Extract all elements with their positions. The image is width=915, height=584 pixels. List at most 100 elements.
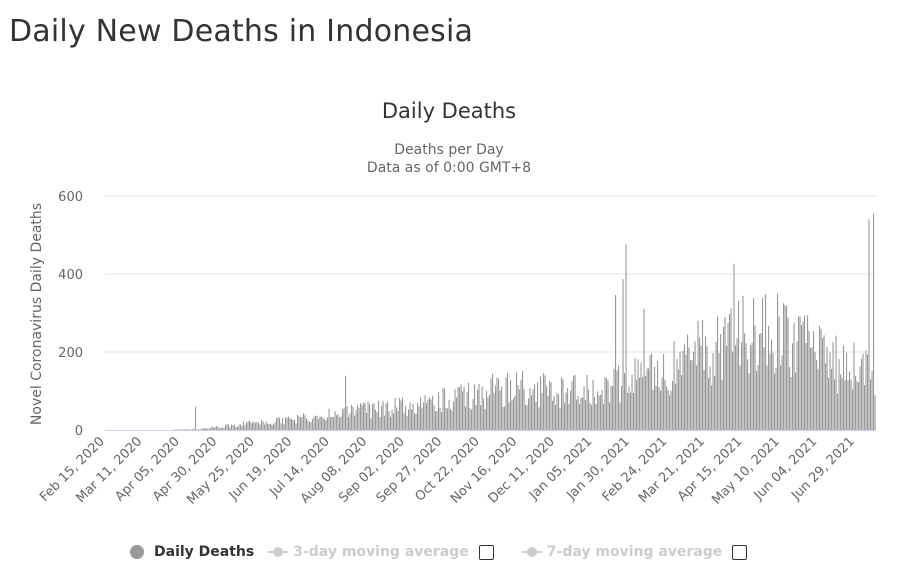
bar[interactable] bbox=[786, 305, 788, 430]
bar[interactable] bbox=[555, 405, 557, 430]
bar[interactable] bbox=[561, 377, 563, 430]
bar[interactable] bbox=[844, 380, 846, 430]
bar[interactable] bbox=[759, 334, 761, 430]
bar[interactable] bbox=[810, 347, 812, 430]
bar[interactable] bbox=[546, 385, 548, 430]
bar[interactable] bbox=[489, 394, 491, 430]
bar[interactable] bbox=[693, 352, 695, 430]
bar[interactable] bbox=[769, 353, 771, 430]
bar[interactable] bbox=[613, 368, 615, 430]
bar[interactable] bbox=[601, 389, 603, 430]
bar[interactable] bbox=[448, 399, 450, 430]
bar[interactable] bbox=[703, 369, 705, 430]
bar[interactable] bbox=[630, 392, 632, 430]
bar[interactable] bbox=[720, 334, 722, 430]
bar[interactable] bbox=[660, 390, 662, 430]
bar[interactable] bbox=[822, 337, 824, 430]
bar[interactable] bbox=[265, 421, 267, 430]
bar[interactable] bbox=[354, 415, 356, 430]
bar[interactable] bbox=[799, 316, 801, 430]
bar[interactable] bbox=[379, 417, 381, 430]
bar[interactable] bbox=[381, 405, 383, 430]
bar[interactable] bbox=[250, 422, 252, 430]
bar[interactable] bbox=[787, 317, 789, 430]
bar[interactable] bbox=[436, 410, 438, 430]
bar[interactable] bbox=[289, 418, 291, 430]
bar[interactable] bbox=[709, 366, 711, 430]
bar[interactable] bbox=[492, 373, 494, 430]
bar[interactable] bbox=[478, 383, 480, 430]
bar[interactable] bbox=[529, 387, 531, 430]
bar[interactable] bbox=[229, 427, 231, 430]
bar[interactable] bbox=[414, 413, 416, 430]
bar[interactable] bbox=[348, 416, 350, 430]
bar[interactable] bbox=[222, 427, 224, 430]
bar[interactable] bbox=[394, 398, 396, 430]
bar[interactable] bbox=[484, 408, 486, 430]
bar[interactable] bbox=[583, 385, 585, 430]
bar[interactable] bbox=[768, 325, 770, 430]
bar[interactable] bbox=[634, 358, 636, 430]
bar[interactable] bbox=[306, 418, 308, 430]
bar[interactable] bbox=[654, 366, 656, 430]
bar[interactable] bbox=[235, 426, 237, 430]
bar[interactable] bbox=[850, 379, 852, 430]
bar[interactable] bbox=[214, 427, 216, 430]
bar[interactable] bbox=[399, 398, 401, 430]
bar[interactable] bbox=[525, 404, 527, 430]
bar[interactable] bbox=[700, 345, 702, 430]
bar[interactable] bbox=[538, 407, 540, 430]
bar[interactable] bbox=[604, 377, 606, 430]
bar[interactable] bbox=[805, 343, 807, 430]
bar[interactable] bbox=[318, 419, 320, 430]
bar[interactable] bbox=[384, 415, 386, 430]
bar[interactable] bbox=[418, 406, 420, 430]
bar[interactable] bbox=[688, 347, 690, 430]
bar[interactable] bbox=[498, 378, 500, 430]
bar[interactable] bbox=[595, 403, 597, 430]
bar[interactable] bbox=[837, 393, 839, 430]
bar[interactable] bbox=[490, 378, 492, 430]
bar[interactable] bbox=[510, 380, 512, 430]
bar[interactable] bbox=[600, 394, 602, 430]
bar[interactable] bbox=[301, 417, 303, 430]
bar[interactable] bbox=[778, 316, 780, 430]
bar[interactable] bbox=[471, 409, 473, 430]
bar[interactable] bbox=[405, 406, 407, 430]
bar[interactable] bbox=[271, 424, 273, 430]
bar[interactable] bbox=[385, 403, 387, 430]
bar[interactable] bbox=[349, 413, 351, 430]
bar[interactable] bbox=[855, 376, 857, 430]
bar[interactable] bbox=[825, 363, 827, 430]
bar[interactable] bbox=[624, 373, 626, 430]
bar[interactable] bbox=[403, 413, 405, 430]
bar[interactable] bbox=[588, 389, 590, 430]
bar[interactable] bbox=[751, 342, 753, 430]
bar[interactable] bbox=[337, 414, 339, 430]
bar[interactable] bbox=[639, 377, 641, 430]
bar[interactable] bbox=[726, 345, 728, 430]
bar[interactable] bbox=[682, 350, 684, 430]
bar[interactable] bbox=[276, 418, 278, 430]
bar[interactable] bbox=[775, 367, 777, 430]
bar[interactable] bbox=[543, 373, 545, 430]
bar[interactable] bbox=[328, 408, 330, 430]
bar[interactable] bbox=[210, 428, 212, 430]
bar[interactable] bbox=[274, 422, 276, 430]
bar[interactable] bbox=[217, 426, 219, 430]
bar[interactable] bbox=[400, 400, 402, 430]
bar[interactable] bbox=[472, 399, 474, 430]
bar[interactable] bbox=[738, 300, 740, 430]
bar[interactable] bbox=[798, 316, 800, 430]
bar[interactable] bbox=[829, 352, 831, 430]
bar[interactable] bbox=[396, 407, 398, 430]
bar[interactable] bbox=[736, 338, 738, 430]
bar[interactable] bbox=[516, 372, 518, 430]
bar[interactable] bbox=[528, 398, 530, 430]
bar[interactable] bbox=[739, 365, 741, 430]
bar[interactable] bbox=[790, 376, 792, 430]
bar[interactable] bbox=[715, 341, 717, 430]
bar[interactable] bbox=[294, 419, 296, 430]
bar[interactable] bbox=[622, 279, 624, 430]
bar[interactable] bbox=[304, 415, 306, 430]
